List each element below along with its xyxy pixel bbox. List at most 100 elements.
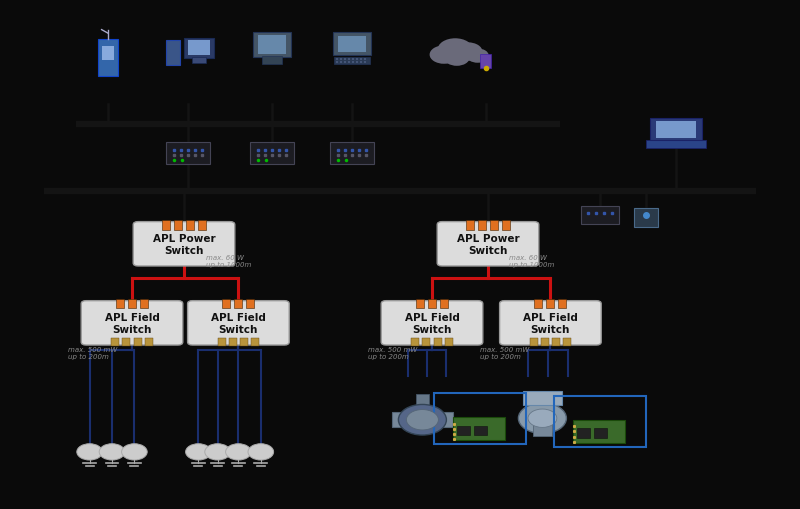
Bar [364,59,366,61]
Bar [240,338,248,346]
Bar [646,140,706,149]
Circle shape [77,444,102,460]
Bar [128,299,136,308]
Bar [533,425,552,436]
Bar [634,208,658,228]
Text: APL Field
Switch: APL Field Switch [523,312,578,334]
Bar [166,143,210,164]
Bar [581,206,619,224]
Bar [474,426,487,435]
Circle shape [248,444,274,460]
Bar [356,62,358,64]
Bar [334,58,370,65]
Bar [338,37,366,53]
Bar [184,39,214,59]
Text: APL Field
Switch: APL Field Switch [405,312,459,334]
Bar [222,299,230,308]
Bar [490,220,498,230]
Bar [530,338,538,346]
Bar [445,338,453,346]
Circle shape [518,403,566,434]
Bar [218,338,226,346]
FancyBboxPatch shape [82,301,182,345]
Circle shape [444,50,470,67]
Bar [656,122,696,138]
Bar [554,396,646,447]
Bar [563,338,571,346]
Text: max. 500 mW
up to 200m: max. 500 mW up to 200m [68,346,118,359]
Bar [145,338,153,346]
FancyBboxPatch shape [187,301,290,345]
Bar [234,299,242,308]
Bar [134,338,142,346]
Bar [198,220,206,230]
Bar [434,338,442,346]
Bar [188,41,210,55]
Circle shape [466,49,489,64]
Bar [162,220,170,230]
Circle shape [528,409,557,428]
Bar [392,412,453,428]
Circle shape [226,444,251,460]
Text: max. 500 mW
up to 200m: max. 500 mW up to 200m [368,346,418,359]
Bar [356,59,358,61]
Bar [364,62,366,64]
Bar [116,299,124,308]
Bar [251,338,259,346]
Bar [416,299,424,308]
Circle shape [430,46,458,65]
Circle shape [398,405,446,435]
Bar [246,299,254,308]
Bar [573,420,625,443]
Bar [250,143,294,164]
Bar [428,299,436,308]
Bar [523,391,562,405]
Circle shape [99,444,125,460]
Bar [594,429,607,438]
Bar [174,220,182,230]
Text: max. 500 mW
up to 200m: max. 500 mW up to 200m [480,346,530,359]
Bar [336,59,338,61]
FancyBboxPatch shape [382,301,483,345]
Bar [422,338,430,346]
Circle shape [122,444,147,460]
Bar [258,36,286,54]
Bar [546,299,554,308]
Bar [457,426,470,435]
Bar [352,62,354,64]
Bar [340,59,342,61]
Circle shape [438,39,473,62]
Bar [453,417,505,440]
Bar [192,58,206,64]
Circle shape [454,43,482,62]
Bar [434,393,526,444]
Bar [541,338,549,346]
Bar [502,220,510,230]
Bar [558,299,566,308]
Bar [552,338,560,346]
Bar [534,299,542,308]
Text: max. 60 W
up to 1000m: max. 60 W up to 1000m [206,254,252,268]
Bar [440,299,448,308]
Bar [262,56,282,65]
FancyBboxPatch shape [499,301,602,345]
Circle shape [406,410,438,430]
Bar [344,62,346,64]
Bar [330,143,374,164]
Bar [344,59,346,61]
Text: APL Field
Switch: APL Field Switch [211,312,266,334]
FancyBboxPatch shape [134,222,235,266]
Bar [98,40,118,76]
Circle shape [186,444,211,460]
Bar [122,338,130,346]
Bar [360,59,362,61]
Bar [478,220,486,230]
Text: max. 60 W
up to 1000m: max. 60 W up to 1000m [509,254,554,268]
Bar [102,47,114,61]
Bar [186,220,194,230]
Polygon shape [166,41,180,66]
Bar [348,62,350,64]
Text: APL Field
Switch: APL Field Switch [105,312,159,334]
Bar [348,59,350,61]
Bar [577,429,590,438]
